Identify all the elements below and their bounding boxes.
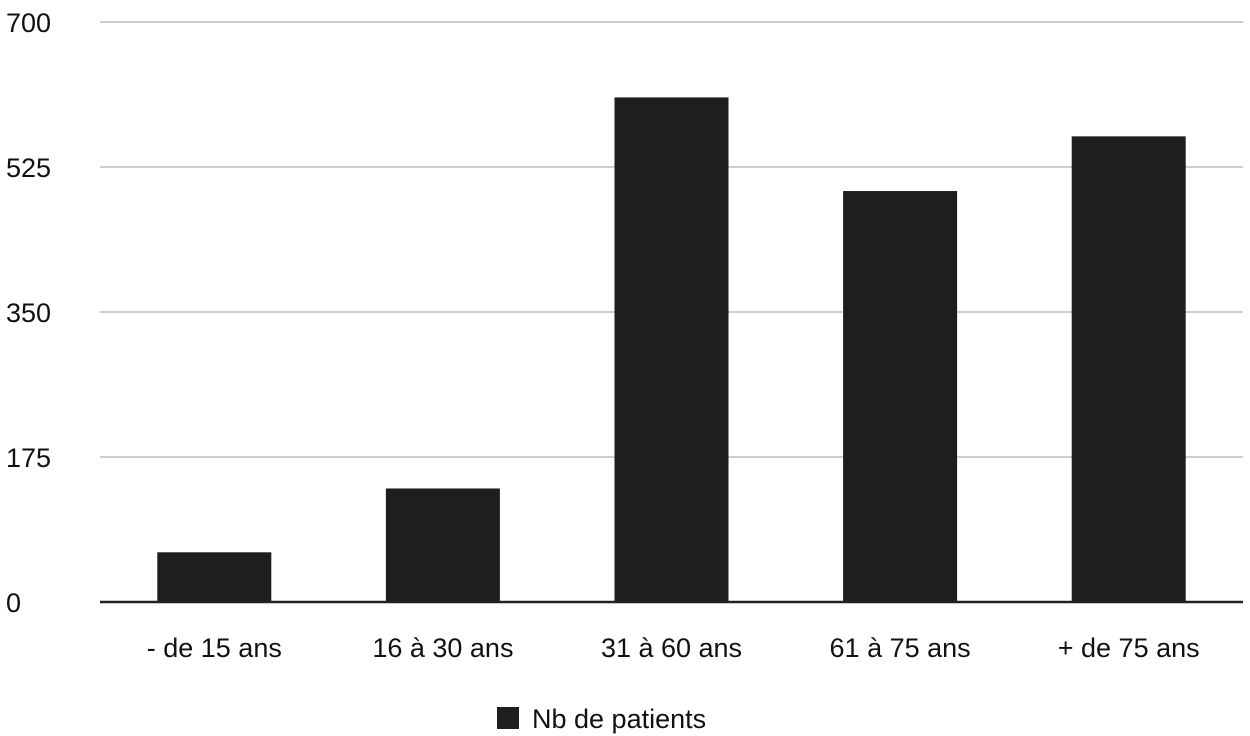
x-axis-ticks: - de 15 ans 16 à 30 ans 31 à 60 ans 61 à 75…	[147, 633, 1200, 663]
y-tick-label: 175	[6, 443, 51, 473]
y-tick-label: 350	[6, 298, 51, 328]
y-axis-ticks: 0 175 350 525 700	[6, 8, 51, 618]
bar	[385, 488, 500, 602]
bars	[157, 97, 1186, 603]
bar	[1071, 136, 1186, 603]
y-tick-label: 0	[6, 588, 21, 618]
bar	[157, 552, 272, 602]
x-tick-label: - de 15 ans	[147, 633, 282, 663]
y-tick-label: 700	[6, 8, 51, 38]
y-tick-label: 525	[6, 153, 51, 183]
legend-label: Nb de patients	[532, 704, 706, 734]
bar	[843, 191, 958, 602]
x-tick-label: 61 à 75 ans	[830, 633, 971, 663]
legend-swatch	[497, 707, 519, 729]
x-tick-label: + de 75 ans	[1058, 633, 1200, 663]
bar	[614, 97, 729, 603]
x-tick-label: 31 à 60 ans	[601, 633, 742, 663]
x-tick-label: 16 à 30 ans	[372, 633, 513, 663]
legend: Nb de patients	[497, 704, 706, 734]
